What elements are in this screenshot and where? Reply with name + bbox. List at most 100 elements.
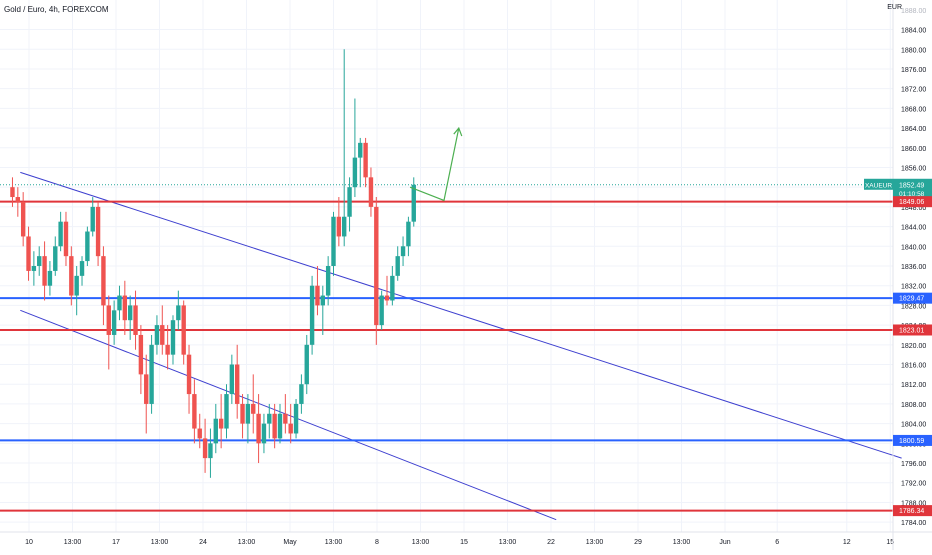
candle-body: [20, 201, 26, 237]
candle-body: [309, 285, 315, 345]
x-tick-label: 22: [547, 539, 555, 546]
x-tick-label: 13:00: [238, 539, 256, 546]
candle-body: [304, 344, 309, 385]
candle-body: [213, 418, 218, 444]
candle-body: [234, 364, 240, 404]
y-tick-label: 1832.00: [901, 284, 926, 291]
x-tick-label: 6: [775, 539, 779, 546]
candle-body: [384, 295, 390, 301]
candle-body: [390, 275, 395, 301]
x-tick-label: 13:00: [325, 539, 343, 546]
x-tick-label: 13:00: [499, 539, 517, 546]
y-tick-label: 1788.00: [901, 500, 926, 507]
x-tick-label: May: [283, 539, 297, 546]
candle-body: [74, 275, 79, 296]
candle-body: [272, 413, 277, 439]
candle-body: [240, 403, 245, 424]
candle-body: [331, 216, 336, 266]
y-tick-label: 1840.00: [901, 244, 926, 251]
candle-body: [10, 187, 15, 198]
y-tick-label: 1844.00: [901, 225, 926, 232]
y-tick-label: 1868.00: [901, 106, 926, 113]
candle-body: [256, 413, 261, 444]
y-tick-label: 1860.00: [901, 146, 926, 153]
y-tick-label: 1784.00: [901, 520, 926, 527]
y-tick-label: 1792.00: [901, 481, 926, 488]
candle-body: [69, 256, 74, 296]
y-tick-label: 1836.00: [901, 264, 926, 271]
candle-body: [138, 334, 144, 375]
y-tick-label: 1828.00: [901, 303, 926, 310]
level-price-label: 1823.01: [899, 327, 924, 334]
candle-body: [229, 364, 235, 395]
level-price-tag: [893, 324, 932, 336]
candle-body: [325, 266, 331, 296]
y-tick-label: 1872.00: [901, 87, 926, 94]
chart-title: Gold / Euro, 4h, FOREXCOM: [4, 5, 109, 14]
candle-body: [363, 142, 368, 178]
candle-body: [79, 261, 85, 276]
x-tick-label: 12: [843, 539, 851, 546]
candle-body: [283, 413, 288, 424]
current-price-tag: [893, 178, 932, 199]
level-price-label: 1800.59: [899, 438, 924, 445]
candle-body: [358, 142, 363, 158]
candle-body: [176, 305, 181, 321]
candle-body: [197, 428, 202, 439]
candle-body: [406, 221, 411, 247]
candle-body: [245, 403, 251, 424]
y-tick-label: 1816.00: [901, 363, 926, 370]
y-tick-label: 1864.00: [901, 126, 926, 133]
candle-body: [31, 266, 37, 271]
candle-body: [186, 354, 192, 395]
y-tick-label: 1888.00: [901, 8, 926, 15]
candle-body: [154, 325, 160, 345]
projection-arrow-head: [453, 126, 463, 137]
candle-body: [144, 374, 149, 404]
candle-body: [368, 177, 374, 207]
candle-body: [53, 246, 58, 271]
channel-line: [20, 309, 557, 521]
level-price-label: 1849.06: [899, 199, 924, 206]
candle-body: [117, 295, 122, 311]
x-tick-label: 13:00: [673, 539, 691, 546]
y-tick-label: 1876.00: [901, 67, 926, 74]
level-price-label: 1829.47: [899, 296, 924, 303]
candle-body: [165, 344, 170, 355]
candle-body: [374, 206, 379, 326]
candle-body: [127, 305, 133, 321]
candle-body: [133, 305, 138, 335]
x-tick-label: 8: [375, 539, 379, 546]
candle-body: [15, 197, 21, 202]
y-tick-label: 1856.00: [901, 165, 926, 172]
candle-body: [101, 256, 106, 306]
y-tick-label: 1796.00: [901, 461, 926, 468]
x-tick-label: 13:00: [64, 539, 82, 546]
candle-body: [170, 320, 176, 355]
level-price-tag: [893, 196, 932, 208]
candle-body: [26, 236, 31, 271]
candle-body: [58, 221, 63, 247]
x-tick-label: 29: [634, 539, 642, 546]
candle-body: [202, 438, 208, 459]
x-tick-label: 24: [199, 539, 207, 546]
candle-body: [160, 325, 165, 345]
countdown-timer: 01:10:58: [899, 191, 925, 198]
candle-body: [261, 423, 267, 444]
candle-body: [395, 256, 400, 276]
y-tick-label: 1812.00: [901, 382, 926, 389]
candle-body: [224, 394, 229, 429]
candle-body: [342, 216, 347, 237]
y-tick-label: 1804.00: [901, 422, 926, 429]
projection-arrow: [409, 127, 460, 202]
x-tick-label: 13:00: [151, 539, 169, 546]
currency-label: EUR: [887, 4, 902, 11]
candle-body: [218, 418, 224, 429]
candle-body: [320, 295, 325, 306]
candle-body: [251, 403, 256, 414]
candle-body: [42, 256, 47, 286]
candle-body: [208, 443, 213, 459]
x-tick-label: 13:00: [412, 539, 430, 546]
